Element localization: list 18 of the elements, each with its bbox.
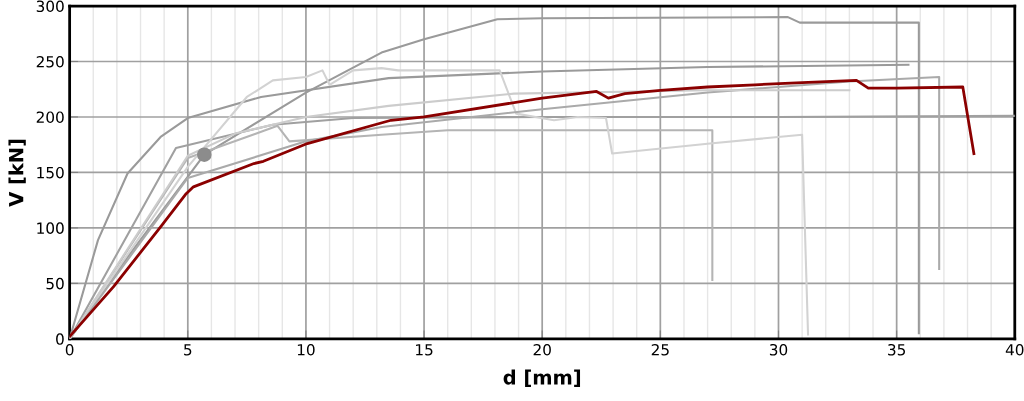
y-axis-title: V [kN] (8, 139, 26, 207)
x-tick-label: 5 (184, 344, 192, 356)
y-tick-label: 100 (37, 222, 64, 234)
x-tick-label: 30 (769, 343, 788, 356)
y-tick-label: 50 (46, 277, 64, 290)
y-tick-label: 150 (37, 166, 64, 179)
x-tick-label: 25 (651, 343, 669, 356)
x-tick-label: 40 (1005, 343, 1024, 356)
x-tick-label: 35 (888, 343, 906, 356)
y-tick-label: 300 (36, 0, 64, 13)
y-tick-label: 200 (36, 111, 64, 123)
x-tick-label: 10 (297, 343, 315, 356)
x-axis-title: d [mm] (503, 369, 581, 387)
x-tick-label: 0 (65, 343, 74, 356)
x-tick-label: 20 (533, 343, 551, 356)
y-tick-label: 0 (56, 333, 64, 345)
y-tick-label: 250 (36, 55, 64, 68)
x-tick-label: 15 (416, 344, 433, 356)
